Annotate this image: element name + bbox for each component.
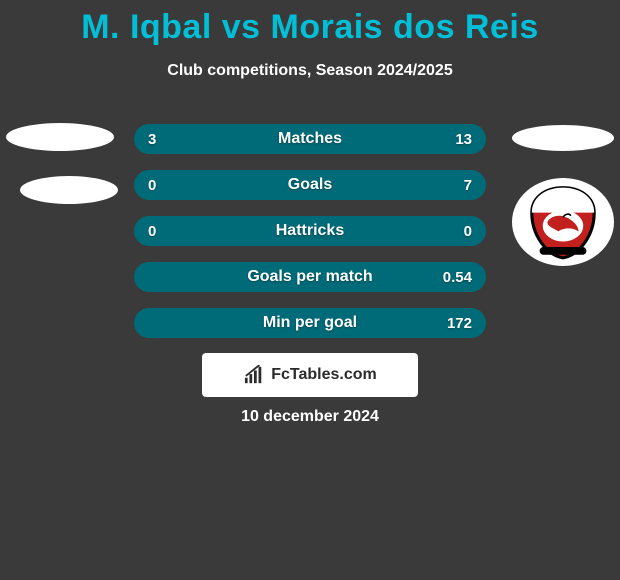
stat-label: Hattricks <box>134 216 486 246</box>
page-title: M. Iqbal vs Morais dos Reis <box>0 8 620 47</box>
stat-row: Goals per match0.54 <box>134 262 486 292</box>
stat-row: 0Goals7 <box>134 170 486 200</box>
player2-club-badge-2 <box>512 178 614 266</box>
stats-table: 3Matches130Goals70Hattricks0Goals per ma… <box>134 124 486 338</box>
stat-left-value: 0 <box>134 216 170 246</box>
chart-icon <box>243 365 265 385</box>
stat-right-value: 0.54 <box>429 262 486 292</box>
club-crest-icon <box>524 183 602 261</box>
player1-club-badge-1 <box>6 123 114 151</box>
stat-left-value: 3 <box>134 124 170 154</box>
stat-left-value <box>134 308 162 338</box>
stat-row: Min per goal172 <box>134 308 486 338</box>
stat-label: Goals <box>134 170 486 200</box>
player2-club-badge-1 <box>512 125 614 151</box>
stat-right-value: 172 <box>433 308 486 338</box>
player1-club-badge-2 <box>20 176 118 204</box>
stat-right-value: 7 <box>450 170 486 200</box>
stat-right-value: 0 <box>450 216 486 246</box>
stat-left-value <box>134 262 162 292</box>
comparison-card: M. Iqbal vs Morais dos Reis Club competi… <box>0 0 620 580</box>
branding-text: FcTables.com <box>271 366 377 384</box>
subtitle: Club competitions, Season 2024/2025 <box>0 62 620 80</box>
stat-row: 0Hattricks0 <box>134 216 486 246</box>
branding-badge: FcTables.com <box>202 353 418 397</box>
stat-row: 3Matches13 <box>134 124 486 154</box>
date-text: 10 december 2024 <box>0 408 620 426</box>
stat-label: Matches <box>134 124 486 154</box>
stat-right-value: 13 <box>441 124 486 154</box>
stat-left-value: 0 <box>134 170 170 200</box>
